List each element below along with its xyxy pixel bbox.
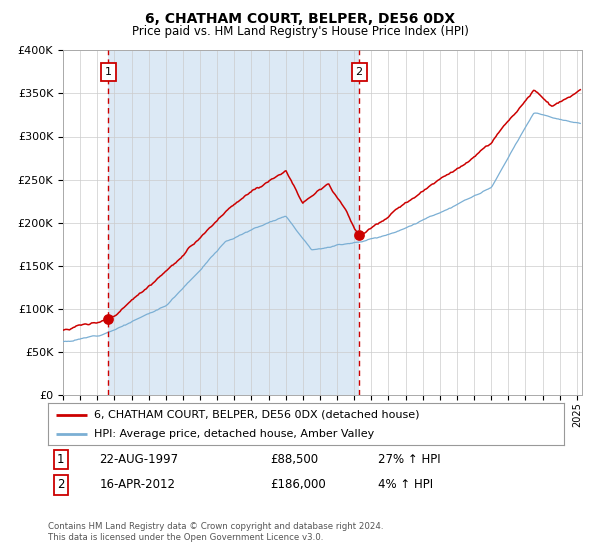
Text: £186,000: £186,000 <box>270 478 326 491</box>
Text: Price paid vs. HM Land Registry's House Price Index (HPI): Price paid vs. HM Land Registry's House … <box>131 25 469 38</box>
Text: 1: 1 <box>105 67 112 77</box>
Text: 27% ↑ HPI: 27% ↑ HPI <box>378 453 441 466</box>
Text: 2: 2 <box>57 478 65 491</box>
Text: £88,500: £88,500 <box>270 453 318 466</box>
Point <box>355 230 364 239</box>
Text: 16-APR-2012: 16-APR-2012 <box>100 478 176 491</box>
Text: 1: 1 <box>57 453 65 466</box>
Bar <box>108 50 359 395</box>
Point <box>103 314 113 323</box>
Text: 4% ↑ HPI: 4% ↑ HPI <box>378 478 433 491</box>
Text: HPI: Average price, detached house, Amber Valley: HPI: Average price, detached house, Ambe… <box>94 429 374 439</box>
Text: 2: 2 <box>356 67 363 77</box>
Text: This data is licensed under the Open Government Licence v3.0.: This data is licensed under the Open Gov… <box>48 533 323 542</box>
Text: 6, CHATHAM COURT, BELPER, DE56 0DX: 6, CHATHAM COURT, BELPER, DE56 0DX <box>145 12 455 26</box>
Text: 22-AUG-1997: 22-AUG-1997 <box>100 453 179 466</box>
Text: 6, CHATHAM COURT, BELPER, DE56 0DX (detached house): 6, CHATHAM COURT, BELPER, DE56 0DX (deta… <box>94 410 420 420</box>
Text: Contains HM Land Registry data © Crown copyright and database right 2024.: Contains HM Land Registry data © Crown c… <box>48 522 383 531</box>
